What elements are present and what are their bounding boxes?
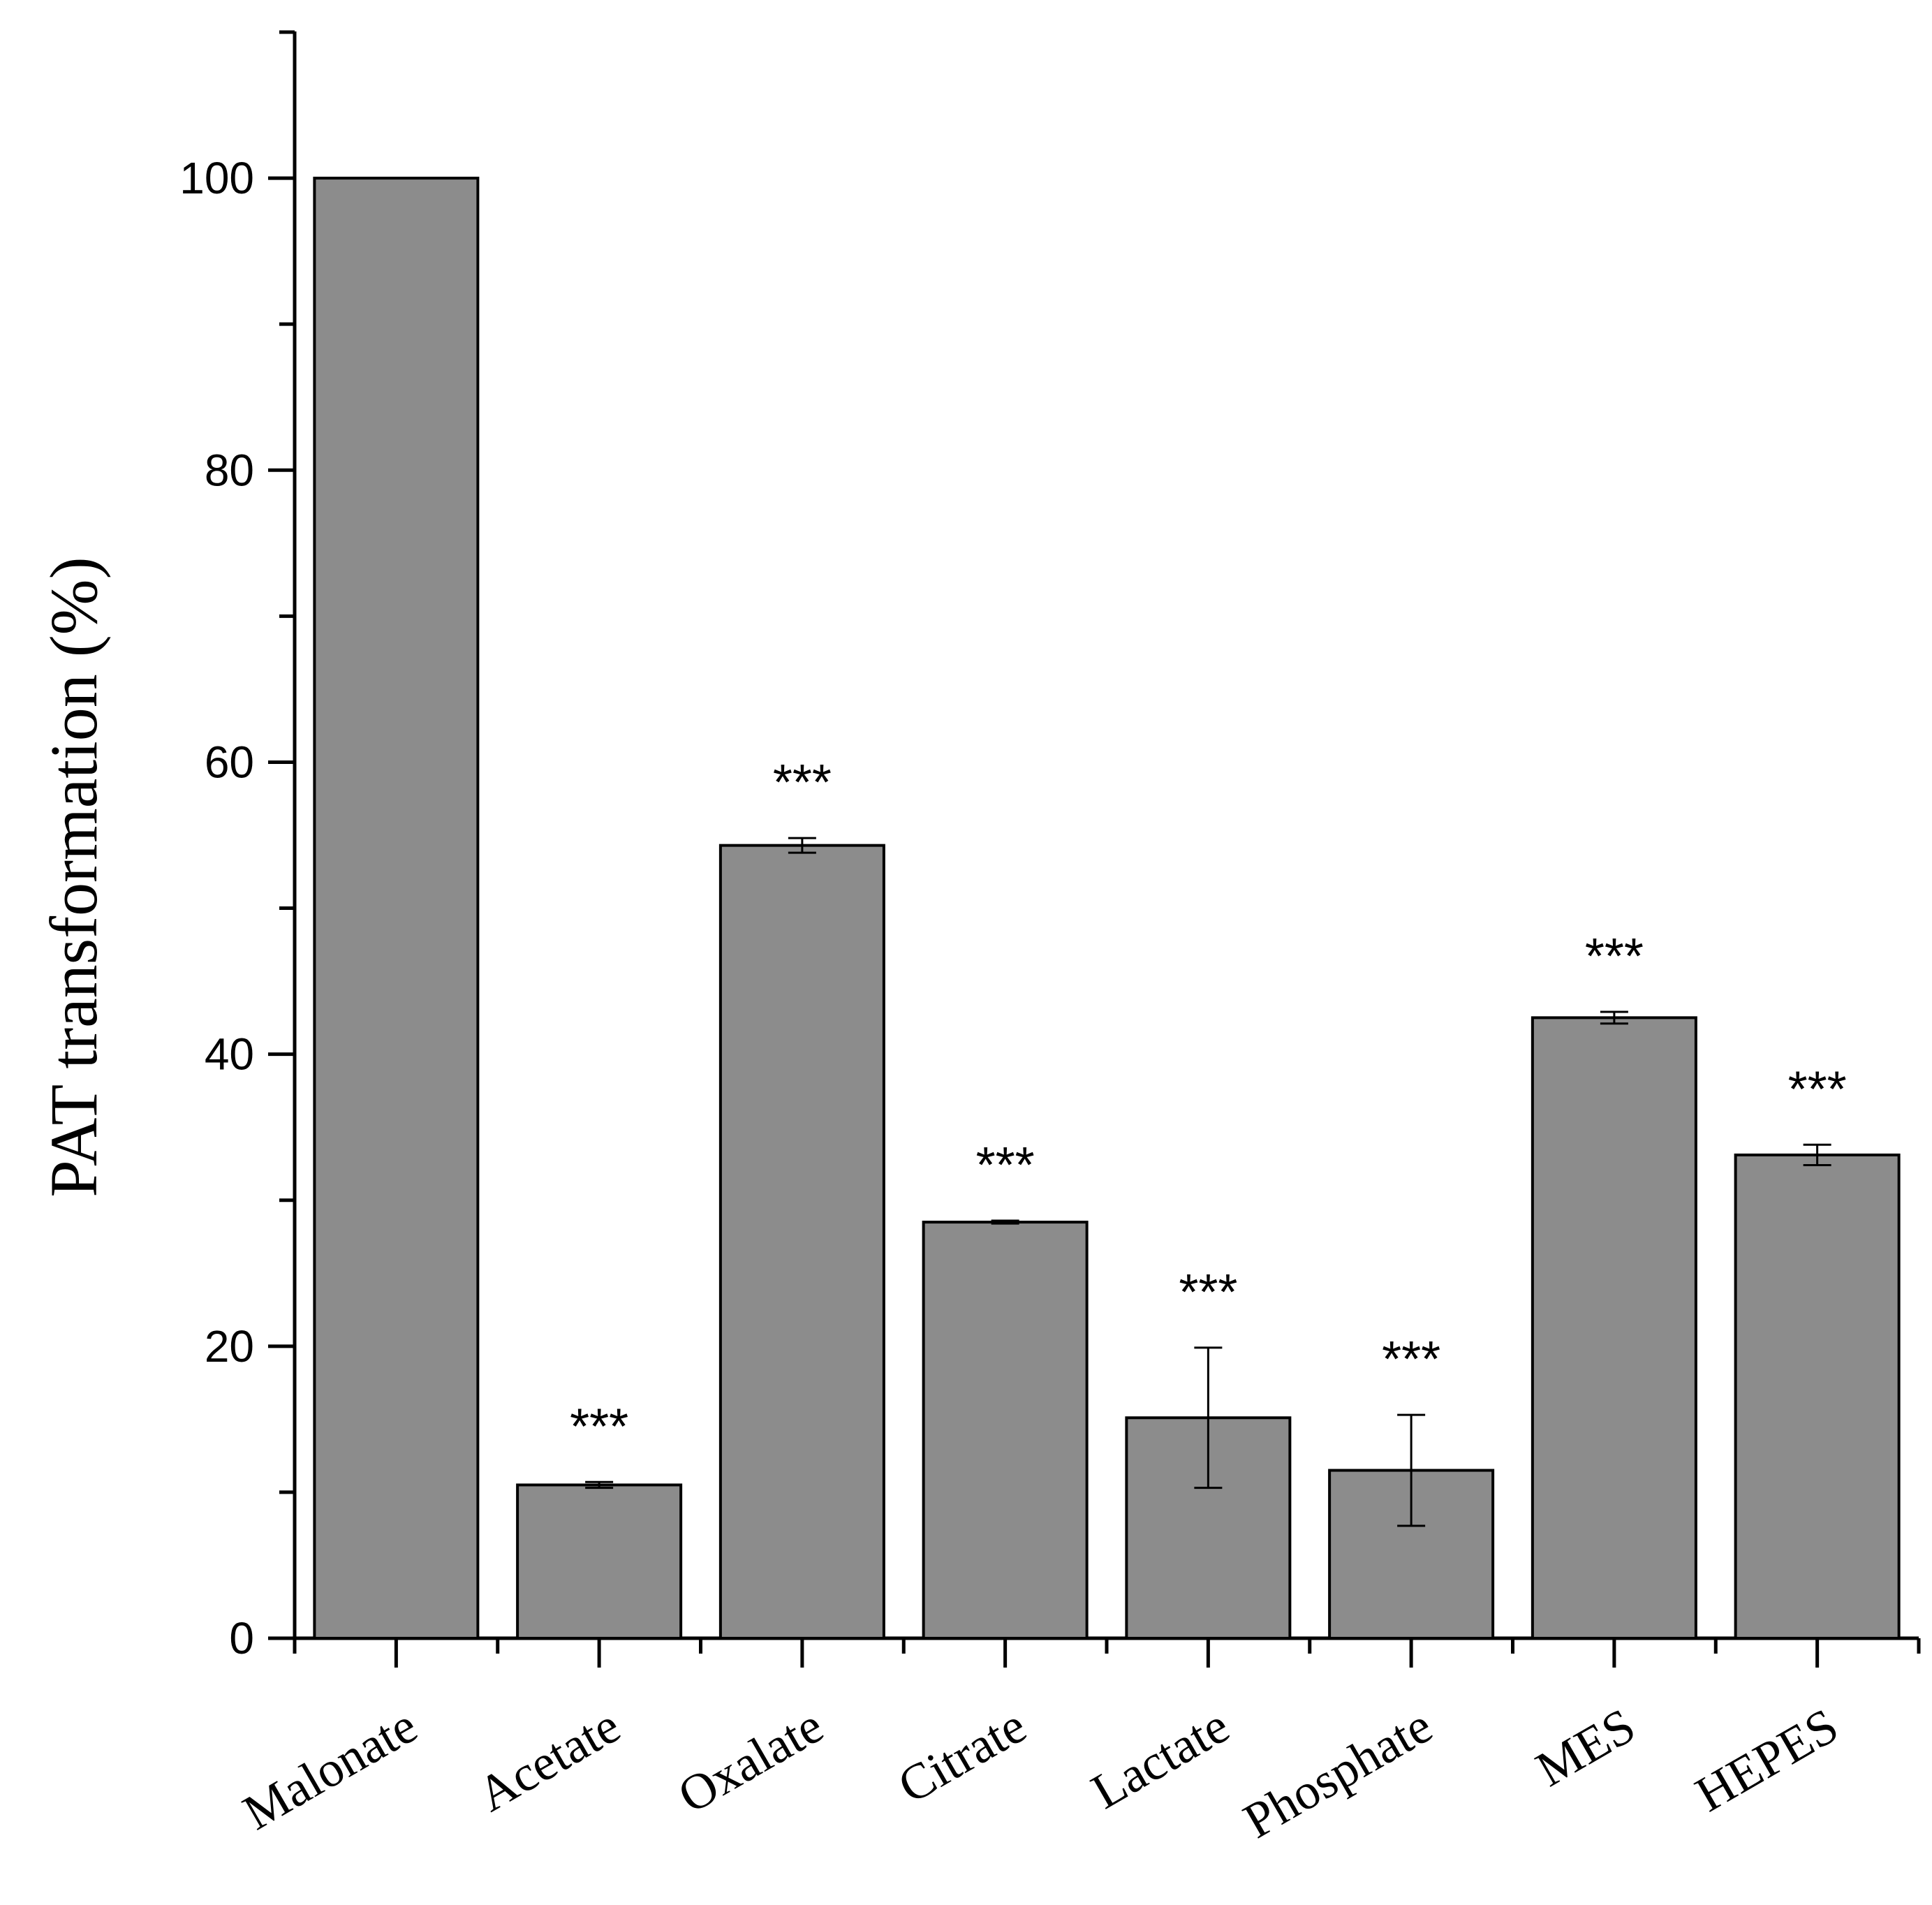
- x-tick-label-malonate: Malonate: [234, 1698, 426, 1841]
- bar-series: [313, 177, 1901, 1640]
- bar-hepes: [1734, 1153, 1901, 1640]
- significance-label: ***: [570, 1399, 628, 1455]
- significance-label: ***: [1179, 1265, 1237, 1321]
- significance-label: ***: [1585, 929, 1644, 985]
- significance-label: ***: [773, 755, 832, 811]
- bar-oxalate: [718, 844, 885, 1640]
- y-tick-label: 80: [205, 445, 254, 495]
- y-tick-label: 100: [179, 153, 254, 203]
- y-tick-label: 0: [229, 1613, 254, 1663]
- bar-malonate: [313, 177, 480, 1640]
- bar-citrate: [922, 1221, 1089, 1640]
- x-tick-label-lactate: Lactate: [1082, 1698, 1238, 1820]
- significance-label: ***: [976, 1138, 1035, 1193]
- y-tick-label: 20: [205, 1321, 254, 1371]
- significance-markers: *** *** *** *** *** *** ***: [570, 755, 1847, 1455]
- error-bars: [585, 837, 1831, 1527]
- significance-label: ***: [1382, 1332, 1440, 1388]
- x-tick-label-hepes: HEPES: [1686, 1698, 1848, 1823]
- x-tick-label-mes: MES: [1527, 1698, 1644, 1797]
- significance-label: ***: [1788, 1061, 1847, 1117]
- y-axis-title: PAT transformation (%): [36, 557, 111, 1197]
- y-tick-label: 40: [205, 1029, 254, 1080]
- x-tick-label-citrate: Citrate: [889, 1698, 1035, 1814]
- y-tick-label: 60: [205, 737, 254, 787]
- bar-mes: [1531, 1016, 1697, 1640]
- x-tick-label-acetate: Acetate: [469, 1698, 629, 1823]
- x-tick-label-phosphate: Phosphate: [1234, 1698, 1441, 1849]
- x-tick-label-oxalate: Oxalate: [669, 1698, 832, 1824]
- bar-acetate: [516, 1483, 683, 1640]
